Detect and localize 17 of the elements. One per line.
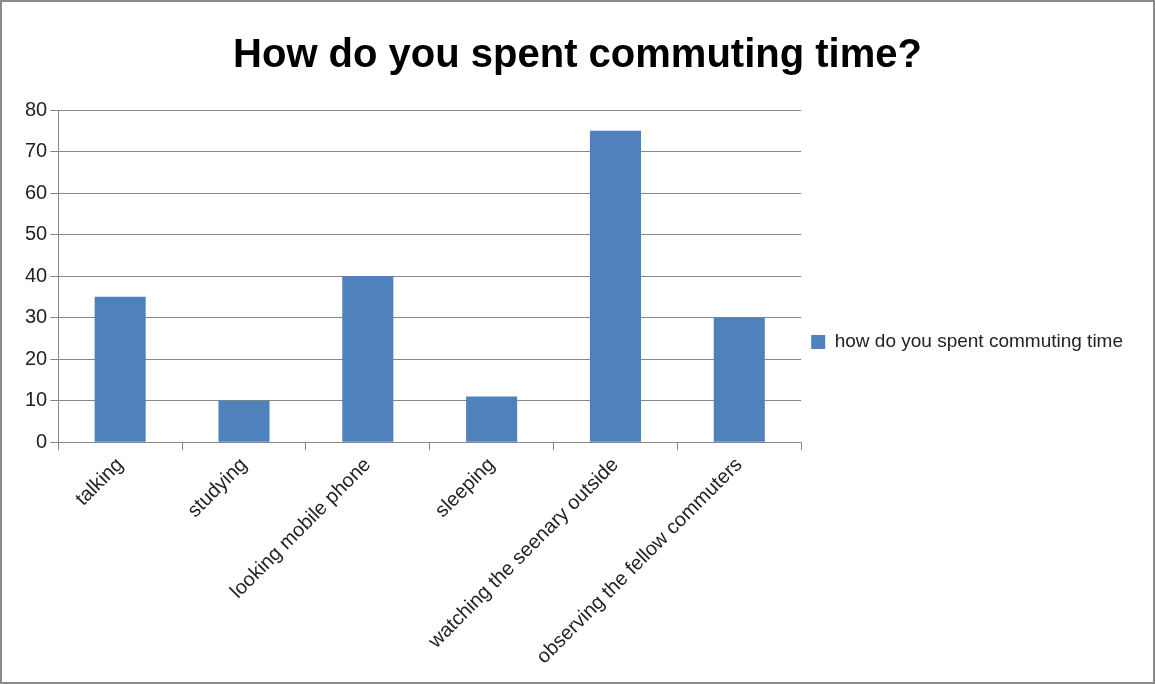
bar <box>466 396 518 442</box>
y-tick-label: 10 <box>25 388 48 411</box>
y-tick-label: 0 <box>36 429 48 452</box>
y-tick-label: 20 <box>25 346 48 369</box>
y-tick-label: 80 <box>25 97 48 120</box>
legend-label: how do you spent commuting time <box>834 330 1123 352</box>
bar <box>94 296 146 442</box>
bar <box>713 317 765 442</box>
y-tick-label: 30 <box>25 305 48 328</box>
chart-title: How do you spent commuting time? <box>233 31 922 76</box>
y-tick-label: 60 <box>25 180 48 203</box>
y-tick-label: 50 <box>25 222 48 245</box>
bar <box>589 130 641 442</box>
bar <box>342 276 394 442</box>
y-tick-label: 40 <box>25 263 48 286</box>
y-tick-label: 70 <box>25 139 48 162</box>
bar <box>218 400 270 442</box>
